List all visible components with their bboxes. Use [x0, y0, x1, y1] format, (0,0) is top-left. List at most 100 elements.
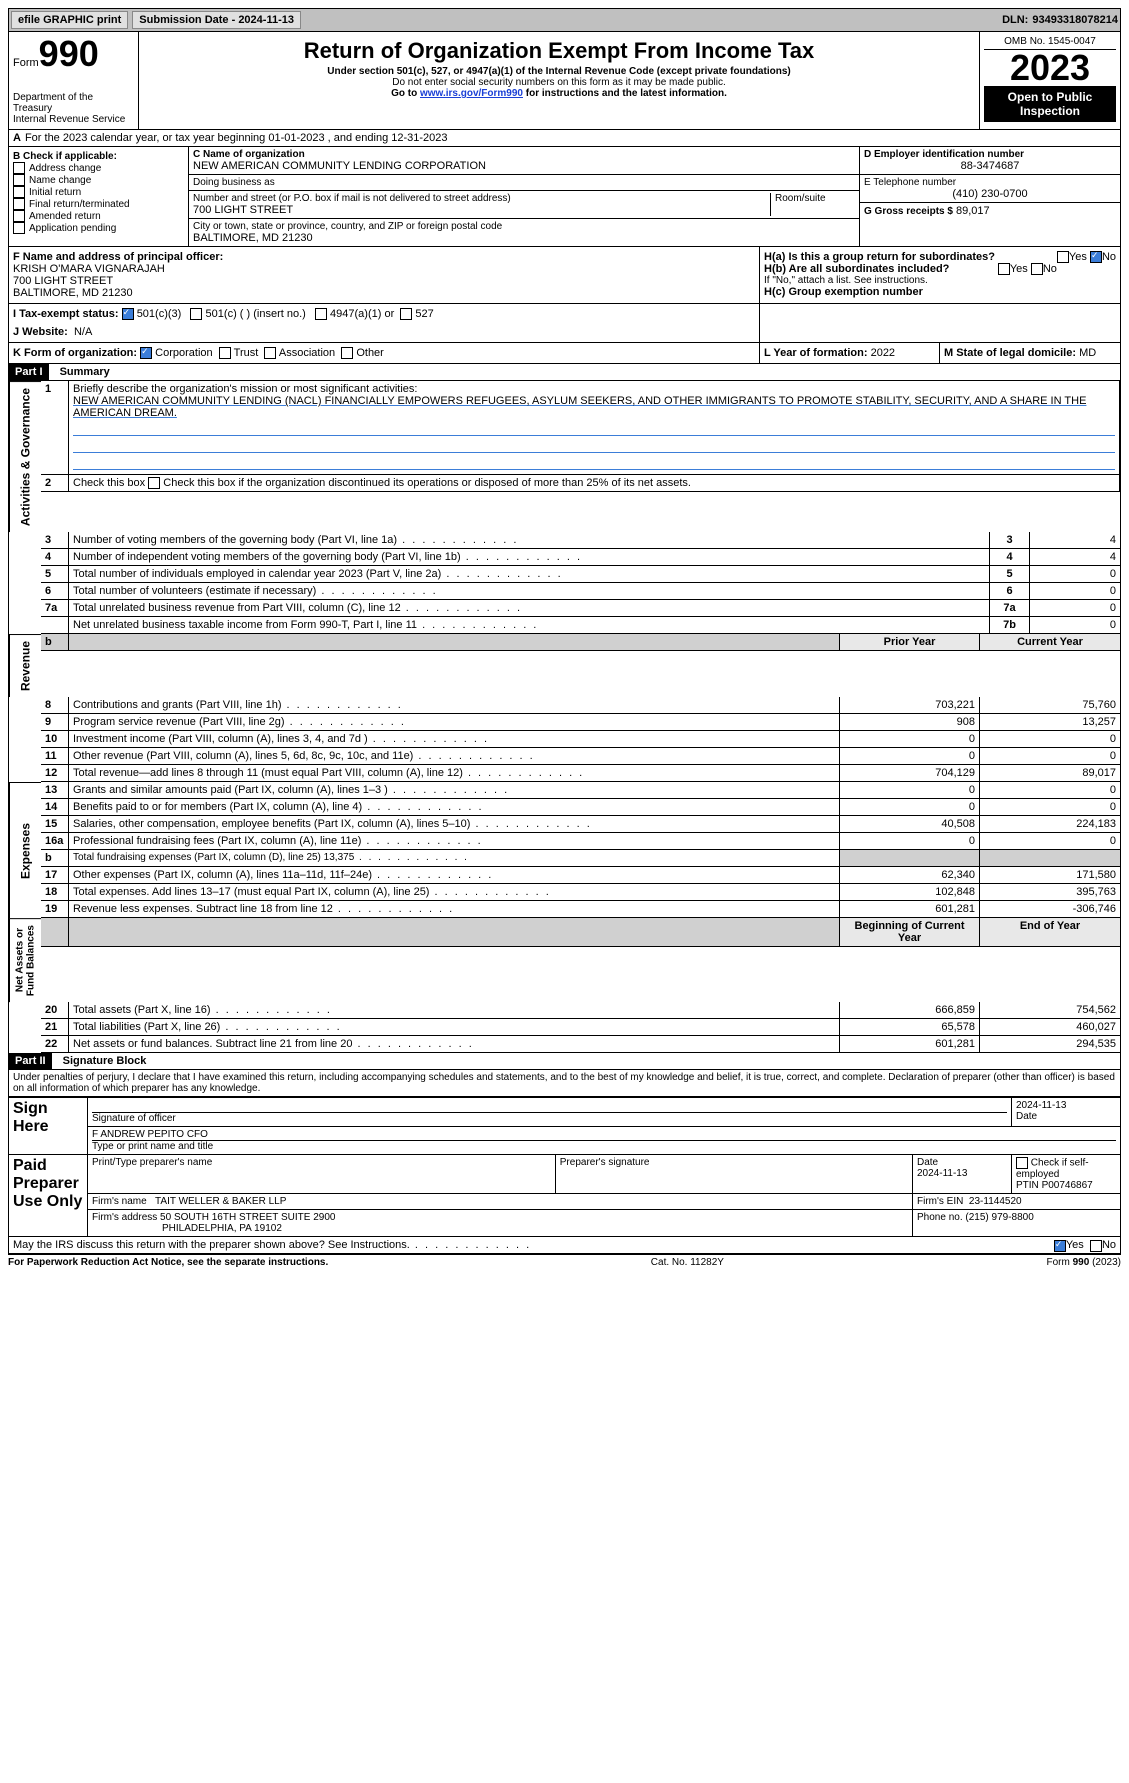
cb-527[interactable] — [400, 308, 412, 320]
box-c: C Name of organization NEW AMERICAN COMM… — [189, 147, 860, 246]
declaration: Under penalties of perjury, I declare th… — [8, 1070, 1121, 1097]
section-fh: F Name and address of principal officer:… — [8, 247, 1121, 304]
col-current: Current Year — [980, 634, 1120, 651]
line-a: AFor the 2023 calendar year, or tax year… — [8, 130, 1121, 147]
exp-desc: Total expenses. Add lines 13–17 (must eq… — [69, 884, 840, 901]
submission-date-button[interactable]: Submission Date - 2024-11-13 — [132, 11, 301, 29]
exp-prior — [840, 850, 980, 867]
cb-self-employed[interactable] — [1016, 1157, 1028, 1169]
gross-label: G Gross receipts $ — [864, 206, 953, 217]
col-prior: Prior Year — [840, 634, 980, 651]
gov-desc: Number of independent voting members of … — [69, 549, 990, 566]
gov-val: 0 — [1030, 600, 1120, 617]
cb-corp[interactable] — [140, 347, 152, 359]
exp-num: 13 — [41, 782, 69, 799]
street-value: 700 LIGHT STREET — [193, 204, 766, 216]
rev-prior: 704,129 — [840, 765, 980, 782]
box-i: I Tax-exempt status: 501(c)(3) 501(c) ( … — [13, 308, 755, 320]
cb-501c3[interactable] — [122, 308, 134, 320]
signature-table: Sign Here Signature of officer 2024-11-1… — [8, 1097, 1121, 1237]
cb-501c[interactable] — [190, 308, 202, 320]
cb-app-pending[interactable] — [13, 222, 25, 234]
rev-prior: 703,221 — [840, 697, 980, 714]
box-j: J Website: N/A — [13, 326, 755, 338]
gov-num: 3 — [41, 532, 69, 549]
exp-desc: Other expenses (Part IX, column (A), lin… — [69, 867, 840, 884]
gov-desc: Total unrelated business revenue from Pa… — [69, 600, 990, 617]
rev-num: 8 — [41, 697, 69, 714]
gov-num: 7a — [41, 600, 69, 617]
firm-ein-cell: Firm's EIN 23-1144520 — [913, 1194, 1121, 1210]
cb-ha-no[interactable] — [1090, 251, 1102, 263]
cb-name-change[interactable] — [13, 174, 25, 186]
cb-discuss-yes[interactable] — [1054, 1240, 1066, 1252]
exp-cur: 0 — [980, 799, 1120, 816]
form-label: Form990 — [13, 36, 134, 72]
rev-prior: 908 — [840, 714, 980, 731]
gov-desc: Total number of individuals employed in … — [69, 566, 990, 583]
cb-ha-yes[interactable] — [1057, 251, 1069, 263]
hb-line: H(b) Are all subordinates included? Yes … — [764, 263, 1116, 275]
rev-desc: Contributions and grants (Part VIII, lin… — [69, 697, 840, 714]
col-beg: Beginning of Current Year — [840, 918, 980, 947]
sig-date-cell: 2024-11-13 Date — [1012, 1098, 1121, 1127]
top-toolbar: efile GRAPHIC print Submission Date - 20… — [8, 8, 1121, 32]
gov-key: 5 — [990, 566, 1030, 583]
na-prior: 601,281 — [840, 1036, 980, 1053]
gov-val: 0 — [1030, 566, 1120, 583]
cb-amended[interactable] — [13, 210, 25, 222]
gov-key: 7b — [990, 617, 1030, 634]
rev-cur: 89,017 — [980, 765, 1120, 782]
box-l: L Year of formation: 2022 — [760, 343, 940, 363]
rev-num: 10 — [41, 731, 69, 748]
cb-discontinued[interactable] — [148, 477, 160, 489]
open-public-badge: Open to Public Inspection — [984, 86, 1116, 122]
na-header: Net Assets or Fund Balances Beginning of… — [8, 918, 1121, 1002]
cb-hb-yes[interactable] — [998, 263, 1010, 275]
footer-right: Form 990 (2023) — [1047, 1257, 1122, 1268]
gov-desc: Total number of volunteers (estimate if … — [69, 583, 990, 600]
cb-assoc[interactable] — [264, 347, 276, 359]
gov-key: 3 — [990, 532, 1030, 549]
revenue-rows: 8Contributions and grants (Part VIII, li… — [8, 697, 1121, 782]
cb-final-return[interactable] — [13, 198, 25, 210]
gov-key: 7a — [990, 600, 1030, 617]
part2-header: Part II Signature Block — [8, 1053, 1121, 1070]
paid-preparer-label: Paid Preparer Use Only — [9, 1155, 88, 1237]
mission-text: NEW AMERICAN COMMUNITY LENDING (NACL) FI… — [73, 395, 1115, 419]
gov-num: 5 — [41, 566, 69, 583]
exp-desc: Total fundraising expenses (Part IX, col… — [69, 850, 840, 867]
gov-num: 4 — [41, 549, 69, 566]
dept-treasury: Department of the Treasury Internal Reve… — [13, 92, 134, 125]
cb-4947[interactable] — [315, 308, 327, 320]
side-netassets: Net Assets or Fund Balances — [9, 918, 41, 1002]
sig-officer-cell: Signature of officer — [88, 1098, 1012, 1127]
cb-hb-no[interactable] — [1031, 263, 1043, 275]
hc-line: H(c) Group exemption number — [764, 286, 1116, 298]
cb-discuss-no[interactable] — [1090, 1240, 1102, 1252]
exp-num: 16a — [41, 833, 69, 850]
exp-num: 17 — [41, 867, 69, 884]
form-title: Return of Organization Exempt From Incom… — [143, 38, 975, 64]
hb-note: If "No," attach a list. See instructions… — [764, 275, 1116, 286]
cb-address-change[interactable] — [13, 162, 25, 174]
cb-other[interactable] — [341, 347, 353, 359]
rev-cur: 0 — [980, 731, 1120, 748]
city-label: City or town, state or province, country… — [193, 221, 855, 232]
exp-cur: 171,580 — [980, 867, 1120, 884]
rev-cur: 75,760 — [980, 697, 1120, 714]
cb-trust[interactable] — [219, 347, 231, 359]
efile-print-button[interactable]: efile GRAPHIC print — [11, 11, 128, 29]
rev-header: Revenue b Prior Year Current Year — [8, 634, 1121, 697]
exp-desc: Salaries, other compensation, employee b… — [69, 816, 840, 833]
rev-prior: 0 — [840, 748, 980, 765]
ha-line: H(a) Is this a group return for subordin… — [764, 251, 1116, 263]
gov-val: 0 — [1030, 583, 1120, 600]
firm-addr-cell: Firm's address 50 SOUTH 16TH STREET SUIT… — [88, 1210, 913, 1237]
exp-prior: 0 — [840, 782, 980, 799]
cb-initial-return[interactable] — [13, 186, 25, 198]
irs-link[interactable]: www.irs.gov/Form990 — [420, 88, 523, 99]
rev-cur: 13,257 — [980, 714, 1120, 731]
box-b: B Check if applicable: Address change Na… — [9, 147, 189, 246]
na-desc: Total liabilities (Part X, line 26) — [69, 1019, 840, 1036]
